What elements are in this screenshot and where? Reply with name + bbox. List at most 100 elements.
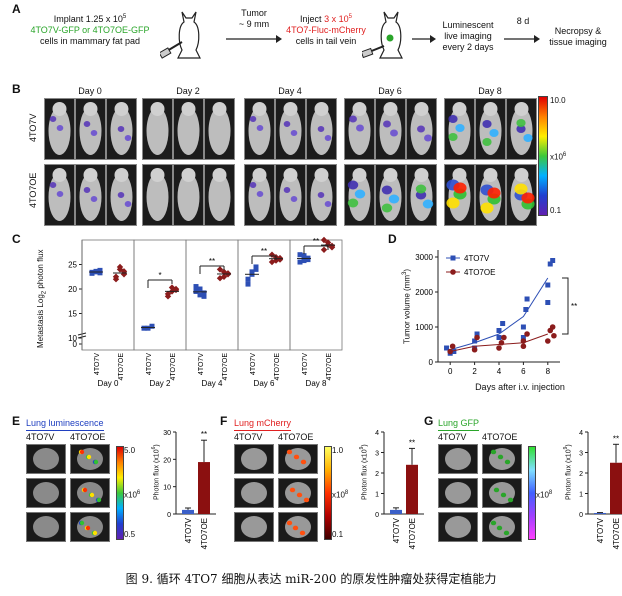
scale-bottom-label: 0.5 <box>124 530 136 539</box>
x-tick-label: 2 <box>472 367 477 376</box>
step1-sup: 5 <box>122 14 127 20</box>
data-point <box>297 259 303 265</box>
arrow-icon-3 <box>504 35 540 43</box>
data-point <box>201 290 207 296</box>
x-tick-label: 4TO7V <box>302 353 309 375</box>
scale-unit-sup: 6 <box>562 152 567 158</box>
lung-tissue-image <box>234 512 274 542</box>
legend-label: 4TO7V <box>464 254 490 263</box>
data-point <box>545 282 551 288</box>
ylabel-sup: 6 <box>151 446 157 450</box>
group-box <box>81 239 135 351</box>
trend-line <box>450 333 548 352</box>
data-point <box>168 284 176 291</box>
y-tick-label: 2 <box>375 471 379 478</box>
lung-tissue-image <box>234 444 274 474</box>
lung-tissue-image <box>278 444 318 474</box>
scale-unit-sup: 8 <box>344 490 349 496</box>
row-label-4to7oe: 4TO7OE <box>28 172 38 208</box>
mouse-image <box>106 98 137 160</box>
significance-label: ** <box>613 434 619 443</box>
day-header: Day 4 <box>278 86 302 96</box>
mouse-image <box>244 98 275 160</box>
scale-top-label: 10.0 <box>550 96 566 105</box>
scale-unit: x10 <box>124 490 137 500</box>
x-tick-label: 8 <box>546 367 551 376</box>
step3-line3: every 2 days <box>442 42 494 52</box>
scale-unit-label: x106 <box>124 488 140 501</box>
x-tick-label: 4TO7V <box>596 517 605 543</box>
data-point <box>545 300 551 305</box>
data-point <box>245 276 251 282</box>
group-label: Day 0 <box>98 379 119 388</box>
data-point <box>224 270 232 277</box>
significance-bracket <box>562 277 569 335</box>
step2-text: Inject 3 x 105 4TO7-Fluc-mCherry cells i… <box>266 12 386 47</box>
data-point <box>297 252 303 258</box>
scale-top-label: 5.0 <box>124 446 136 455</box>
panel-title: Lung mCherry <box>234 418 292 431</box>
data-point <box>220 273 228 280</box>
mouse-image <box>306 98 337 160</box>
data-point <box>520 324 526 330</box>
x-tick-label: 4TO7OE <box>222 353 229 381</box>
significance-label: ** <box>409 438 415 447</box>
panel-c-ylabel-sub: 2 <box>41 290 48 295</box>
x-tick-label: 6 <box>521 367 526 376</box>
lung-tissue-image <box>26 478 66 508</box>
figure-caption: 图 9. 循环 4TO7 细胞从表达 miR-200 的原发性肿瘤处获得定植能力 <box>125 572 497 586</box>
scale-unit: x10 <box>536 490 549 500</box>
data-point <box>320 246 328 253</box>
y-tick-label: 25 <box>68 261 77 270</box>
mouse-image <box>142 98 173 160</box>
scale-top-label: 1.0 <box>332 446 344 455</box>
ylabel-sup: 9 <box>359 446 365 450</box>
y-tick-label: 4 <box>375 430 379 437</box>
y-tick-label: 1 <box>375 492 379 499</box>
data-point <box>324 239 332 246</box>
mouse-image <box>75 98 106 160</box>
panel-title: Lung GFP <box>438 418 480 431</box>
y-tick-label: 20 <box>163 457 171 464</box>
y-tick-label: 15 <box>68 310 77 319</box>
scale-unit-label: x108 <box>332 488 348 501</box>
data-point <box>268 258 276 266</box>
y-tick-label: 1 <box>579 492 583 499</box>
mouse-image <box>106 164 137 226</box>
y-tick-label: 3 <box>375 451 379 458</box>
y-tick-label: 0 <box>579 512 583 519</box>
column-label: 4TO7OE <box>278 432 314 442</box>
mouse-image <box>275 164 306 226</box>
data-point <box>447 348 453 355</box>
arrow4-text: 8 d <box>516 16 530 26</box>
scale-unit-sup: 8 <box>548 490 553 496</box>
data-point <box>301 253 307 259</box>
lung-tissue-image <box>438 444 478 474</box>
step2-sup: 5 <box>348 14 352 20</box>
step2-line1a: Inject <box>300 14 325 24</box>
data-point <box>496 328 502 333</box>
color-scale-bar <box>528 446 536 540</box>
mouse-image <box>142 164 173 226</box>
mouse-image <box>75 164 106 226</box>
data-point <box>97 270 103 276</box>
data-point <box>268 251 276 258</box>
data-point <box>523 307 529 312</box>
legend-marker <box>450 269 456 275</box>
data-point <box>472 338 478 344</box>
x-tick-label: 4TO7OE <box>612 518 621 549</box>
scale-unit: x10 <box>550 152 563 162</box>
y-tick-label: 20 <box>68 285 77 294</box>
data-point <box>93 268 99 274</box>
arrow-icon-2 <box>412 35 436 43</box>
arrow1-line1: Tumor <box>241 8 267 18</box>
mouse-image <box>204 98 235 160</box>
x-tick-label: 4TO7OE <box>118 353 125 381</box>
y-tick-label: 0 <box>429 358 434 367</box>
data-point <box>520 338 527 344</box>
bar <box>198 462 210 514</box>
mouse-image <box>244 164 275 226</box>
data-point <box>451 349 457 354</box>
bar <box>594 512 606 514</box>
significance-label: ** <box>201 430 207 439</box>
